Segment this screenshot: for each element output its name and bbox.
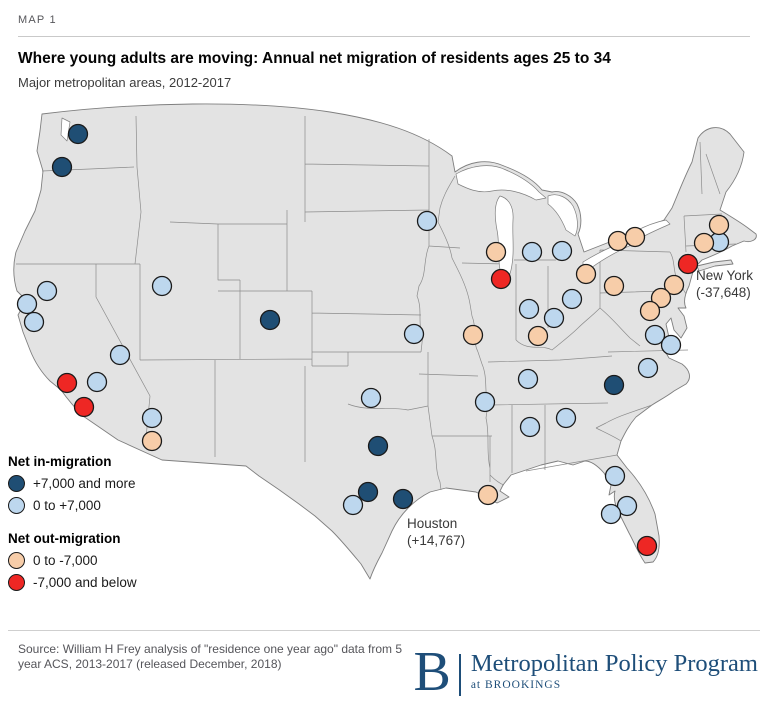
legend-swatch-peach xyxy=(8,552,25,570)
metro-dot-cincinnati xyxy=(543,307,565,328)
metro-dot-charlotte xyxy=(603,374,625,395)
metro-dot-louisville xyxy=(527,325,549,346)
metro-dot-buffalo xyxy=(607,230,629,251)
callouts-layer: New York (-37,648) Houston (+14,767) xyxy=(407,268,753,548)
brookings-b-mark: B xyxy=(413,640,451,703)
metro-dot-dallas xyxy=(367,435,389,456)
legend-item-out-low: 0 to -7,000 xyxy=(8,550,137,572)
legend-swatch-dark-blue xyxy=(8,475,25,493)
logo-brookings-name: at BROOKINGS xyxy=(470,678,562,691)
legend-item-in-high: +7,000 and more xyxy=(8,473,137,495)
figure-kicker: MAP 1 xyxy=(18,14,57,26)
metro-dot-raleigh xyxy=(637,357,659,378)
header-rule xyxy=(18,36,750,37)
metro-dot-tucson xyxy=(141,430,163,451)
metro-dot-washington xyxy=(639,300,661,321)
metro-dot-san-diego xyxy=(73,396,95,417)
map-legend: Net in-migration +7,000 and more 0 to +7… xyxy=(8,454,137,594)
lake-huron xyxy=(547,193,578,236)
metro-dot-indianapolis xyxy=(518,298,540,319)
metro-dot-new-orleans xyxy=(477,484,499,505)
brookings-logo: B Metropolitan Policy Program at BROOKIN… xyxy=(413,640,758,703)
metro-dot-oklahoma-city xyxy=(360,387,382,408)
metro-dot-atlanta xyxy=(555,407,577,428)
metro-dot-birmingham xyxy=(519,416,541,437)
figure-footer: Source: William H Frey analysis of "resi… xyxy=(8,629,760,703)
us-map-svg: New York (-37,648) Houston (+14,767) xyxy=(13,103,757,580)
metro-dot-richmond xyxy=(644,324,666,345)
metro-dot-kansas-city xyxy=(403,323,425,344)
logo-divider xyxy=(458,653,461,696)
metro-dot-philadelphia xyxy=(663,274,685,295)
legend-swatch-red xyxy=(8,574,25,592)
source-note: Source: William H Frey analysis of "resi… xyxy=(18,641,403,671)
metro-dot-tampa xyxy=(600,503,622,524)
metro-dot-orlando xyxy=(616,495,638,516)
metro-dot-new-york xyxy=(677,253,699,274)
metro-dot-seattle xyxy=(67,123,89,144)
metro-dot-los-angeles xyxy=(56,372,78,393)
logo-program-name: Metropolitan Policy Program xyxy=(470,649,758,677)
legend-label-in-high: +7,000 and more xyxy=(33,476,136,492)
metro-dot-san-francisco xyxy=(16,293,38,314)
metro-dot-chicago xyxy=(490,268,512,289)
metro-dot-riverside xyxy=(86,371,108,392)
metro-dot-cleveland xyxy=(575,263,597,284)
metro-dot-hartford xyxy=(693,232,715,253)
metro-dot-st-louis xyxy=(462,324,484,345)
legend-label-in-low: 0 to +7,000 xyxy=(33,498,101,514)
legend-label-out-low: 0 to -7,000 xyxy=(33,553,98,569)
metro-dot-grand-rapids xyxy=(521,241,543,262)
metro-dot-san-jose xyxy=(23,311,45,332)
figure-title: Where young adults are moving: Annual ne… xyxy=(18,50,611,67)
legend-in-title: Net in-migration xyxy=(8,453,112,469)
metro-dot-miami xyxy=(636,535,658,556)
callout-houston-name: Houston xyxy=(407,516,457,531)
callout-new-york-value: (-37,648) xyxy=(696,285,751,300)
metro-dot-detroit xyxy=(551,240,573,261)
metro-dot-springfield xyxy=(708,214,730,235)
metro-dot-baltimore xyxy=(650,287,672,308)
callout-new-york-name: New York xyxy=(696,268,753,283)
metro-dot-memphis xyxy=(474,391,496,412)
legend-swatch-light-blue xyxy=(8,497,25,515)
logo-text: Metropolitan Policy Program at BROOKINGS xyxy=(471,642,758,691)
metro-dot-austin xyxy=(357,481,379,502)
metro-dot-columbus xyxy=(561,288,583,309)
metro-dot-san-antonio xyxy=(342,494,364,515)
us-migration-map: New York (-37,648) Houston (+14,767) Net in… xyxy=(0,94,768,614)
metro-dot-las-vegas xyxy=(109,344,131,365)
metro-dot-jacksonville xyxy=(604,465,626,486)
legend-item-out-high: -7,000 and below xyxy=(8,572,137,594)
legend-label-out-high: -7,000 and below xyxy=(33,575,137,591)
metro-dot-houston xyxy=(392,488,414,509)
metro-dot-salt-lake-city xyxy=(151,275,173,296)
metro-dot-nashville xyxy=(517,368,539,389)
figure-header: MAP 1 Where young adults are moving: Ann… xyxy=(0,0,768,90)
legend-out-title: Net out-migration xyxy=(8,530,121,546)
metro-dot-minneapolis xyxy=(416,210,438,231)
long-island xyxy=(696,259,734,272)
metro-dot-denver xyxy=(259,309,281,330)
metro-dot-pittsburgh xyxy=(603,275,625,296)
metro-dot-virginia-beach xyxy=(660,334,682,355)
puget-sound xyxy=(60,117,71,141)
legend-item-in-low: 0 to +7,000 xyxy=(8,495,137,517)
metro-dot-portland xyxy=(51,156,73,177)
metro-dot-milwaukee xyxy=(485,241,507,262)
metro-dots-layer xyxy=(16,123,730,556)
figure-subtitle: Major metropolitan areas, 2012-2017 xyxy=(18,74,232,90)
metro-dot-sacramento xyxy=(36,280,58,301)
callout-houston-value: (+14,767) xyxy=(407,533,465,548)
metro-dot-phoenix xyxy=(141,407,163,428)
lake-superior xyxy=(455,164,547,200)
metro-dot-rochester xyxy=(624,226,646,247)
